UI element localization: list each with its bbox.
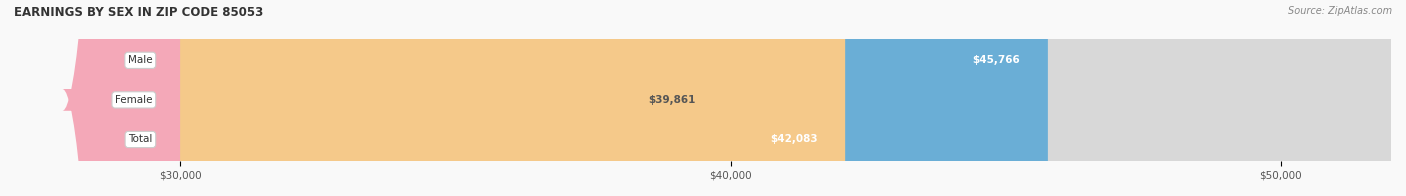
Text: Female: Female xyxy=(115,95,153,105)
FancyBboxPatch shape xyxy=(180,0,845,196)
FancyBboxPatch shape xyxy=(180,0,1391,196)
FancyBboxPatch shape xyxy=(180,0,1391,196)
FancyBboxPatch shape xyxy=(180,0,1047,196)
FancyBboxPatch shape xyxy=(62,0,841,196)
Text: Total: Total xyxy=(128,134,153,144)
Text: Source: ZipAtlas.com: Source: ZipAtlas.com xyxy=(1288,6,1392,16)
Text: $45,766: $45,766 xyxy=(973,55,1021,65)
Text: $39,861: $39,861 xyxy=(648,95,696,105)
FancyBboxPatch shape xyxy=(180,0,1391,196)
Text: Male: Male xyxy=(128,55,153,65)
Text: EARNINGS BY SEX IN ZIP CODE 85053: EARNINGS BY SEX IN ZIP CODE 85053 xyxy=(14,6,263,19)
Text: $42,083: $42,083 xyxy=(770,134,818,144)
